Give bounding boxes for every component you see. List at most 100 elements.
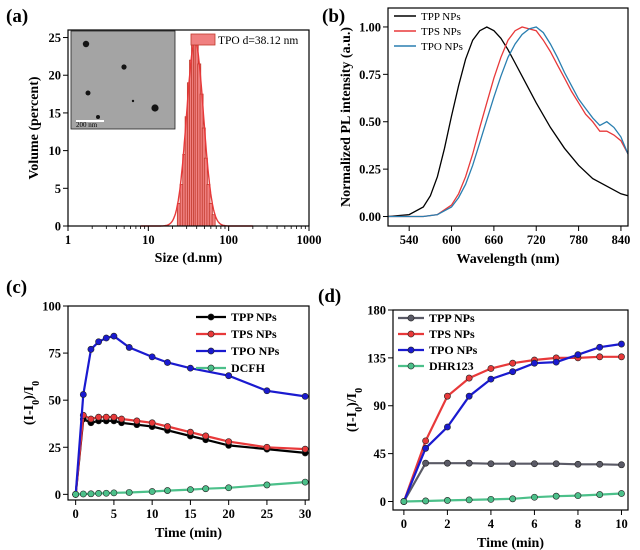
data-point: [202, 432, 210, 440]
x-tick-label-d: 0: [401, 517, 407, 531]
y-axis-label-part: (I-I: [22, 405, 37, 425]
y-tick-label-b: 0.25: [359, 163, 381, 177]
data-point: [465, 374, 473, 382]
data-point: [531, 493, 538, 501]
legend-marker-d: [407, 314, 415, 322]
legend-marker-d: [407, 362, 415, 370]
x-tick-label-b: 840: [612, 233, 631, 247]
data-point: [102, 489, 110, 497]
y-tick-label-c: 50: [49, 394, 62, 408]
data-point: [95, 338, 103, 346]
legend-label-c: TPS NPs: [231, 327, 277, 341]
data-point: [596, 353, 604, 361]
data-point: [225, 372, 233, 380]
data-point: [531, 359, 538, 367]
data-point: [596, 343, 604, 351]
tem-inset: [70, 30, 176, 130]
data-point: [125, 489, 133, 496]
y-axis-label-c: (I-I0)/I0: [22, 381, 42, 425]
legend-marker-c: [207, 364, 215, 372]
data-point: [552, 460, 560, 468]
data-point: [79, 391, 87, 398]
data-point: [487, 365, 495, 372]
data-point: [225, 438, 233, 446]
legend-label-b: TPP NPs: [421, 11, 461, 23]
x-tick-label-a: 100: [219, 233, 238, 247]
y-axis-label-part: 0: [31, 381, 42, 386]
data-point: [301, 445, 309, 453]
x-tick-label-b: 600: [442, 233, 461, 247]
plot-frame-c: [67, 305, 310, 501]
data-point: [87, 415, 95, 423]
data-point: [422, 459, 430, 467]
data-point: [487, 375, 495, 383]
data-point: [102, 413, 110, 421]
data-point: [422, 444, 430, 452]
data-point: [72, 490, 80, 498]
data-point: [118, 415, 125, 423]
data-point: [110, 489, 118, 497]
y-axis-label-part: 0: [31, 400, 42, 405]
data-point: [509, 368, 517, 376]
y-tick-label-d: 135: [367, 351, 386, 365]
nanoparticle: [82, 40, 90, 48]
data-point: [87, 345, 95, 353]
panel-label-a: (a): [6, 6, 28, 27]
data-point: [465, 392, 473, 400]
data-point: [125, 344, 133, 351]
y-tick-label-a: 0: [55, 220, 61, 234]
data-point: [596, 491, 604, 498]
y-tick-label-a: 20: [49, 69, 62, 83]
data-point: [301, 393, 309, 400]
x-tick-label-b: 780: [569, 233, 588, 247]
legend-label-b: TPS NPs: [421, 26, 461, 38]
y-axis-label-a: Volume (percent): [27, 76, 42, 179]
legend-label-d: TPP NPs: [429, 311, 475, 325]
data-point: [487, 495, 495, 503]
data-point: [148, 419, 156, 427]
series-line-tpo-nps: [388, 26, 629, 218]
data-point: [552, 358, 560, 366]
data-point: [187, 486, 194, 494]
x-tick-label-c: 30: [299, 507, 312, 521]
data-point: [95, 413, 103, 421]
data-point: [509, 460, 517, 468]
data-point: [187, 364, 194, 372]
y-tick-label-a: 10: [49, 144, 62, 158]
x-tick-label-d: 4: [488, 517, 495, 531]
y-axis-label-part: 0: [354, 388, 365, 393]
y-tick-label-d: 180: [367, 304, 386, 318]
y-tick-label-d: 0: [380, 495, 386, 509]
nanoparticle: [96, 115, 100, 119]
x-tick-label-c: 15: [184, 507, 197, 521]
data-point: [95, 490, 103, 497]
panel-b-pl-spectra: 540 600 660 720 780 840 0.00 0.25 0.50 0.75 1.00 Wa…: [339, 7, 631, 267]
data-point: [509, 495, 517, 503]
data-point: [79, 490, 87, 498]
data-point: [187, 428, 194, 436]
x-axis-label-d: Time (min): [477, 536, 544, 550]
y-tick-label-b: 0.75: [359, 68, 381, 82]
x-tick-label-b: 540: [400, 233, 419, 247]
x-tick-label-c: 10: [146, 507, 159, 521]
data-point: [422, 497, 430, 505]
data-point: [148, 488, 156, 495]
nanoparticle: [131, 99, 135, 103]
data-point: [443, 423, 451, 431]
data-point: [443, 459, 451, 467]
data-point: [263, 387, 271, 395]
panel-a-histogram: 1 10 100 1000 0 5 10 15 20 25 Size (d.nm) Volume (p…: [27, 29, 322, 266]
data-point: [133, 417, 141, 425]
data-point: [422, 437, 430, 445]
x-tick-label-d: 6: [531, 517, 537, 531]
data-point: [596, 460, 604, 468]
y-axis-label-part: (I-I: [345, 412, 360, 432]
x-tick-label-c: 20: [222, 507, 235, 521]
series-line-tps-nps: [388, 26, 629, 218]
data-point: [400, 498, 408, 505]
x-tick-label-a: 1: [65, 233, 71, 247]
y-axis-label-part: 0: [354, 407, 365, 412]
